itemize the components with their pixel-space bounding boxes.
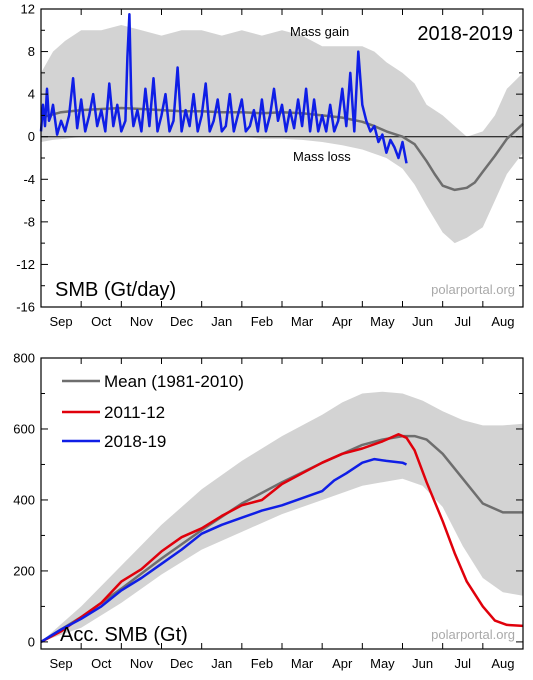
x-tick-label: May: [370, 656, 395, 671]
y-tick-label: 12: [21, 2, 35, 17]
x-tick-label: Aug: [491, 314, 514, 329]
x-tick-label: Jan: [211, 314, 232, 329]
daily-envelope-layer: [41, 25, 523, 244]
mass-gain-annotation: Mass gain: [290, 24, 349, 39]
legend: Mean (1981-2010) 2011-12 2018-19: [62, 372, 244, 451]
x-tick-label: Sep: [50, 314, 73, 329]
variability-envelope: [41, 25, 523, 244]
y-tick-label: 200: [13, 563, 35, 578]
y-tick-label: 600: [13, 421, 35, 436]
x-tick-label: May: [370, 314, 395, 329]
x-tick-label: Oct: [91, 656, 112, 671]
x-tick-label: Nov: [130, 314, 154, 329]
x-tick-label: Jul: [454, 314, 471, 329]
x-tick-label: Aug: [491, 656, 514, 671]
x-tick-label: Mar: [291, 656, 314, 671]
x-tick-label: Mar: [291, 314, 314, 329]
daily-smb-panel: -16 -12 -8 -4 0 4 8 12 Sep Oct Nov Dec Jan Feb Mar Apr M…: [16, 2, 524, 329]
accumulated-plot-frame: [40, 357, 524, 650]
x-tick-label: Dec: [170, 656, 194, 671]
x-tick-label: Jun: [412, 314, 433, 329]
x-tick-label: Oct: [91, 314, 112, 329]
y-tick-label: -4: [23, 172, 35, 187]
x-tick-label: Feb: [251, 314, 273, 329]
daily-credit: polarportal.org: [431, 282, 515, 297]
x-tick-label: Apr: [332, 656, 353, 671]
x-tick-label: Jun: [412, 656, 433, 671]
series-line-mean-1981-2010: [40, 106, 524, 192]
daily-series-layer: [39, 13, 524, 192]
x-tick-label: Jan: [211, 656, 232, 671]
daily-plot-frame: [40, 8, 524, 308]
legend-label-mean: Mean (1981-2010): [104, 372, 244, 391]
y-tick-label: 4: [28, 87, 35, 102]
y-tick-label: 0: [28, 129, 35, 144]
accumulated-envelope-layer: [41, 391, 523, 642]
x-tick-label: Dec: [170, 314, 194, 329]
y-tick-label: 800: [13, 351, 35, 366]
series-line-mean-1981-2010: [40, 434, 523, 643]
y-tick-label: 8: [28, 44, 35, 59]
series-line-2018-19: [39, 13, 408, 164]
accumulated-smb-panel: 0 200 400 600 800 Sep Oct Nov Dec Jan Feb Mar Apr May…: [13, 351, 524, 671]
accumulated-panel-label: Acc. SMB (Gt): [60, 624, 188, 646]
y-tick-label: -16: [16, 300, 35, 315]
legend-label-2018-19: 2018-19: [104, 432, 166, 451]
y-tick-label: -8: [23, 214, 35, 229]
x-tick-label: Feb: [251, 656, 273, 671]
x-tick-label: Jul: [454, 656, 471, 671]
y-tick-label: 400: [13, 492, 35, 507]
series-line-2018-19: [40, 457, 408, 643]
y-tick-label: 0: [28, 634, 35, 649]
x-tick-label: Sep: [50, 656, 73, 671]
accumulated-axes-layer: 0 200 400 600 800 Sep Oct Nov Dec Jan Feb Mar Apr May…: [13, 351, 524, 671]
variability-envelope: [41, 391, 523, 642]
series-line-2011-12: [40, 433, 524, 644]
accumulated-credit: polarportal.org: [431, 627, 515, 642]
x-tick-label: Apr: [332, 314, 353, 329]
y-tick-label: -12: [16, 257, 35, 272]
daily-panel-label: SMB (Gt/day): [55, 279, 176, 301]
mass-loss-annotation: Mass loss: [293, 149, 351, 164]
accumulated-series-layer: [40, 433, 524, 644]
x-tick-label: Nov: [130, 656, 154, 671]
season-label: 2018-2019: [417, 23, 513, 45]
legend-label-2011-12: 2011-12: [104, 403, 165, 422]
